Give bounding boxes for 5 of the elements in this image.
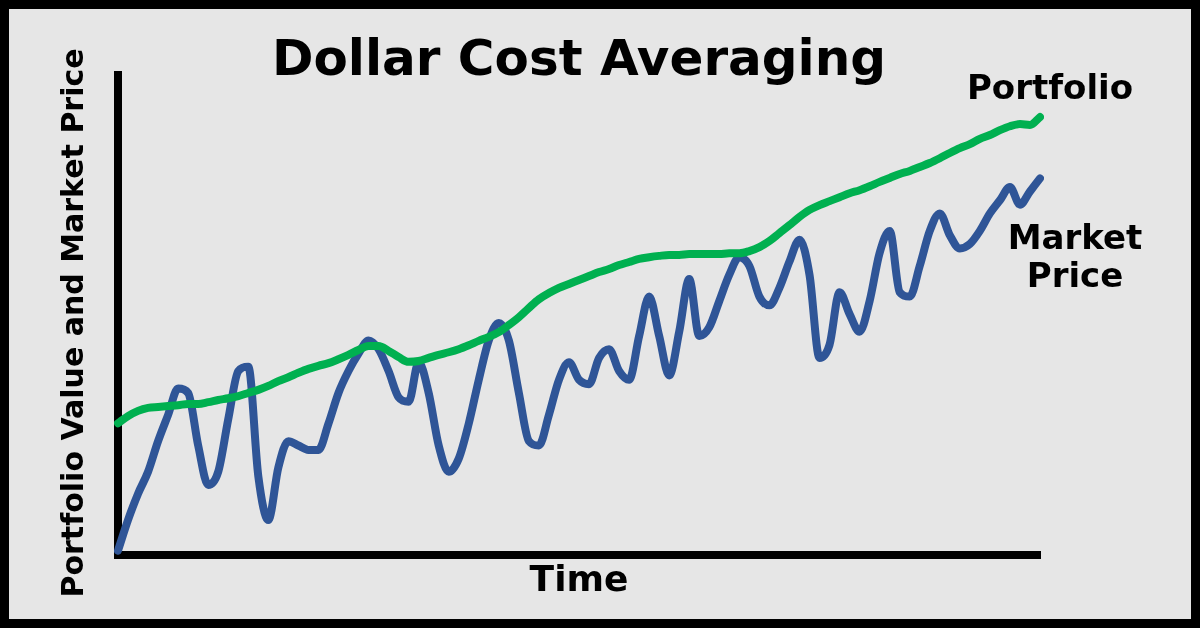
series-label: Portfolio — [966, 66, 1134, 107]
y-axis-title: Portfolio Value and Market Price — [54, 48, 90, 598]
series-label: Market Price — [1007, 217, 1143, 296]
chart-title: Dollar Cost Averaging — [271, 28, 887, 87]
x-axis-title: Time — [529, 558, 629, 600]
